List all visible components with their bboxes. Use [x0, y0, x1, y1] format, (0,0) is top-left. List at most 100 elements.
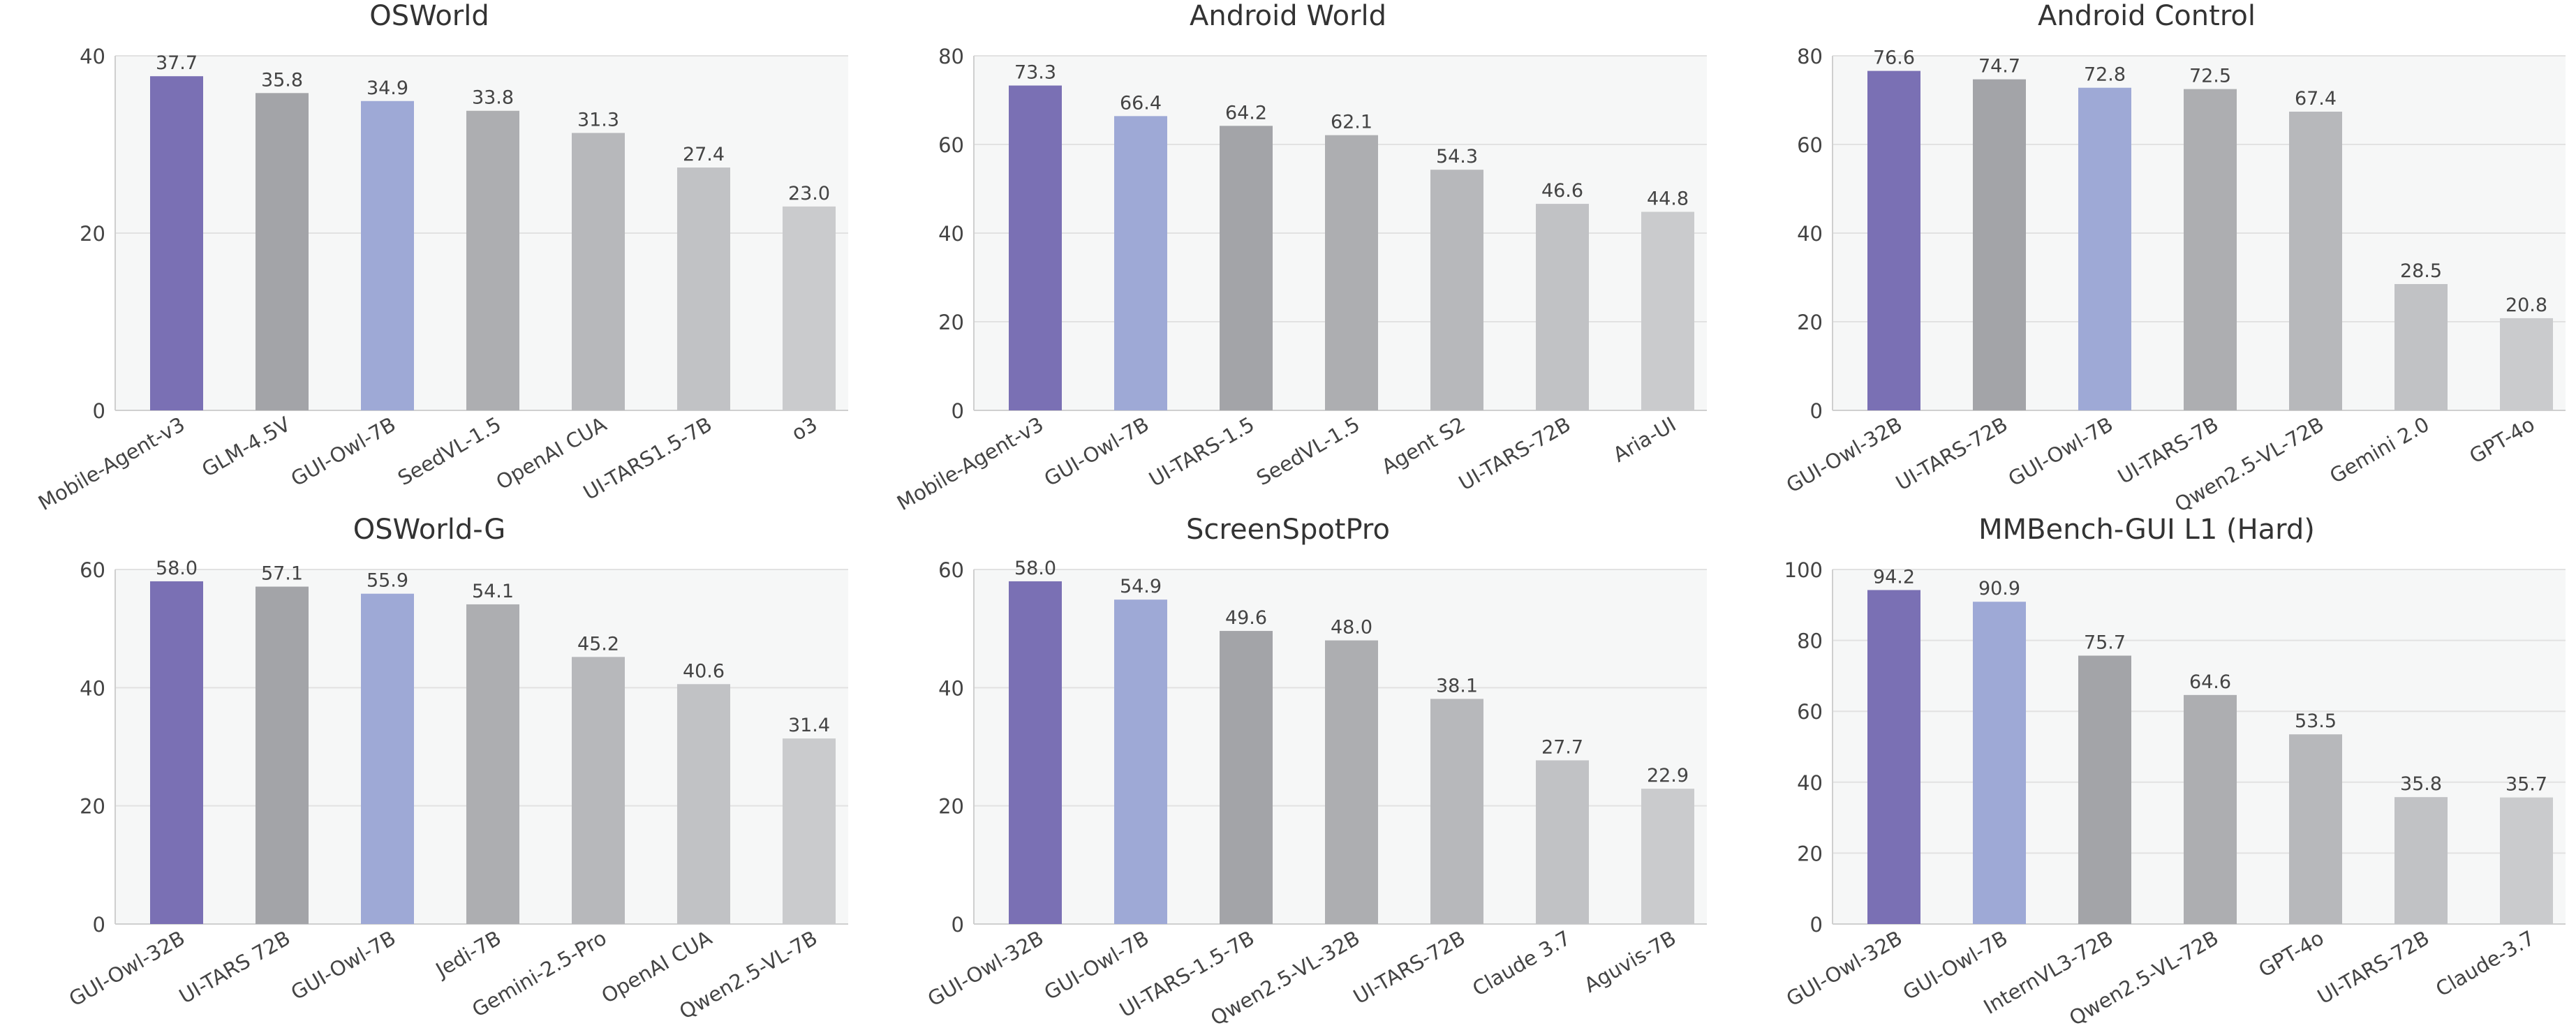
bar	[2078, 87, 2131, 410]
x-tick-label: GUI-Owl-32B	[924, 926, 1048, 1011]
chart-svg: 0 20 40 37.7 Mobile-Agent-v3 35.8 GLM-4.5V 34.9…	[34, 45, 848, 514]
bar-value-label: 58.0	[1014, 558, 1056, 579]
bar-value-label: 54.3	[1436, 146, 1478, 167]
bar	[783, 738, 836, 924]
y-tick-label: 40	[80, 676, 105, 700]
bar	[2289, 112, 2342, 410]
x-tick-label: GUI-Owl-7B	[2004, 412, 2117, 491]
bar-value-label: 55.9	[367, 570, 408, 592]
x-tick-label: GUI-Owl-32B	[1782, 412, 1907, 498]
bar-value-label: 64.2	[1225, 102, 1267, 124]
chart-panel-2: Android World 0 20 40 60 80 73.3 Mobile-Agent-…	[859, 0, 1717, 514]
chart-title: MMBench-GUI L1 (Hard)	[1978, 514, 2315, 546]
y-tick-label: 20	[80, 795, 105, 819]
bar-value-label: 31.3	[577, 109, 619, 131]
bar-value-label: 40.6	[683, 660, 725, 682]
x-tick-label: UI-TARS-72B	[2314, 926, 2434, 1009]
bar-value-label: 45.2	[577, 633, 619, 655]
x-tick-label: Claude-3.7	[2431, 926, 2538, 1001]
y-tick-label: 40	[80, 45, 105, 68]
bar	[1641, 789, 1694, 924]
bar	[677, 167, 730, 410]
bar-value-label: 67.4	[2295, 88, 2337, 110]
bar-value-label: 27.7	[1541, 736, 1583, 758]
y-tick-label: 0	[952, 913, 964, 937]
x-tick-label: SeedVL-1.5	[394, 412, 505, 491]
x-tick-label: Mobile-Agent-v3	[34, 412, 188, 514]
bar-value-label: 74.7	[1978, 56, 2020, 77]
y-tick-label: 0	[93, 399, 105, 423]
bar-value-label: 38.1	[1436, 675, 1478, 696]
x-tick-label: UI-TARS 72B	[175, 926, 295, 1008]
chart-title: Android World	[1190, 0, 1386, 32]
y-tick-label: 60	[1797, 700, 1823, 724]
x-tick-label: GLM-4.5V	[198, 412, 294, 482]
y-tick-label: 0	[1810, 399, 1823, 423]
x-tick-label: Aria-UI	[1609, 412, 1680, 467]
bar-value-label: 57.1	[261, 563, 303, 585]
chart-title: Android Control	[2038, 0, 2256, 32]
bar	[2394, 797, 2448, 924]
y-tick-label: 80	[938, 45, 964, 68]
bar-value-label: 54.9	[1120, 576, 1162, 597]
chart-panel-3: Android Control 0 20 40 60 80 76.6 GUI-Owl-32B…	[1717, 0, 2576, 514]
y-tick-label: 0	[93, 913, 105, 937]
bar-value-label: 22.9	[1647, 765, 1689, 787]
bar-value-label: 64.6	[2189, 671, 2231, 693]
y-tick-label: 60	[1797, 133, 1823, 157]
x-tick-label: Mobile-Agent-v3	[893, 412, 1047, 514]
bar-value-label: 54.1	[472, 581, 514, 602]
bar	[361, 593, 414, 924]
chart-panel-6: MMBench-GUI L1 (Hard) 0 20 40 60 80 100 94.2 GU…	[1717, 514, 2576, 1027]
bar	[1220, 126, 1273, 410]
x-tick-label: GUI-Owl-7B	[287, 926, 400, 1005]
bar	[1973, 79, 2026, 410]
x-tick-label: Claude 3.7	[1468, 926, 1574, 1001]
bar	[572, 657, 625, 924]
bar	[1430, 699, 1483, 924]
bar	[466, 604, 519, 924]
bar-value-label: 33.8	[472, 87, 514, 109]
y-tick-label: 40	[938, 676, 964, 700]
bar	[466, 110, 519, 411]
bar	[2394, 284, 2448, 410]
x-tick-label: o3	[787, 412, 821, 446]
bar-value-label: 75.7	[2084, 632, 2126, 653]
bar-value-label: 31.4	[788, 715, 830, 736]
bar	[2184, 694, 2237, 924]
y-tick-label: 80	[1797, 630, 1823, 653]
x-tick-label: Gemini 2.0	[2325, 412, 2433, 489]
bar	[150, 581, 203, 924]
bar	[1009, 581, 1062, 924]
y-tick-label: 20	[938, 311, 964, 334]
y-tick-label: 20	[938, 795, 964, 819]
bar-value-label: 76.6	[1873, 47, 1915, 69]
y-tick-label: 100	[1784, 558, 1823, 582]
bar-value-label: 35.8	[2400, 773, 2442, 795]
x-tick-label: GUI-Owl-32B	[1782, 926, 1907, 1011]
bar-value-label: 94.2	[1873, 566, 1915, 588]
x-tick-label: UI-TARS-1.5	[1145, 412, 1259, 491]
bar-value-label: 35.8	[261, 69, 303, 91]
bar	[1114, 116, 1167, 411]
chart-panel-1: OSWorld 0 20 40 37.7 Mobile-Agent-v3 35.8 GLM-…	[0, 0, 859, 514]
bar	[1220, 631, 1273, 924]
bar-value-label: 72.5	[2189, 66, 2231, 87]
x-tick-label: Aguvis-7B	[1580, 926, 1680, 997]
bar-value-label: 53.5	[2295, 710, 2337, 732]
y-tick-label: 0	[1810, 913, 1823, 937]
bar	[572, 133, 625, 411]
bar	[1536, 760, 1589, 924]
bar	[783, 206, 836, 410]
bar-value-label: 49.6	[1225, 607, 1267, 629]
bar	[361, 100, 414, 410]
y-tick-label: 40	[1797, 771, 1823, 795]
y-tick-label: 40	[1797, 222, 1823, 246]
y-tick-label: 20	[1797, 842, 1823, 865]
y-tick-label: 0	[952, 399, 964, 423]
chart-panel-4: OSWorld-G 0 20 40 60 58.0 GUI-Owl-32B 57.1 UI-T…	[0, 514, 859, 1027]
bar	[1973, 602, 2026, 924]
chart-svg: 0 20 40 60 58.0 GUI-Owl-32B 57.1 UI-TARS 72B 55.…	[65, 558, 848, 1024]
